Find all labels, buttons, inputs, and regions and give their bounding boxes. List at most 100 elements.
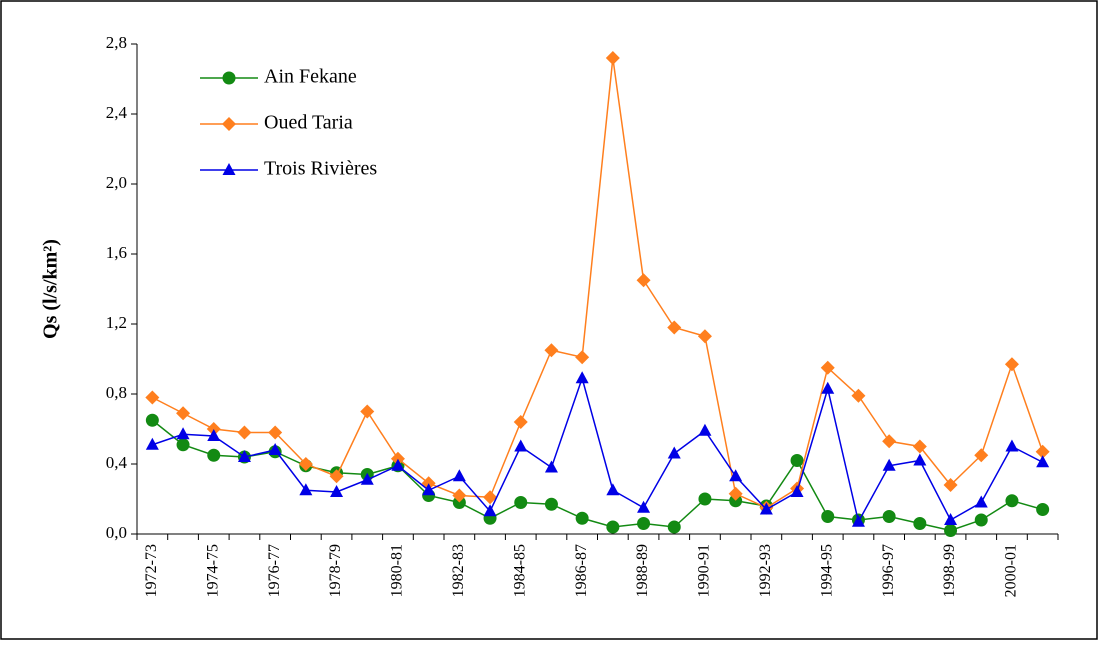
data-point	[698, 423, 712, 436]
x-tick-label: 1986-87	[573, 544, 590, 597]
y-tick-label: 0,4	[106, 453, 128, 472]
y-tick-label: 2,8	[106, 33, 127, 52]
data-point	[575, 371, 589, 384]
data-point	[330, 485, 344, 497]
x-tick-label: 2000-01	[1003, 544, 1020, 597]
data-point	[268, 443, 282, 455]
data-point	[974, 513, 988, 527]
x-tick-label: 1978-79	[327, 544, 344, 597]
data-point	[483, 504, 497, 517]
data-point	[176, 427, 190, 440]
data-point	[729, 469, 743, 482]
data-point	[913, 517, 927, 530]
data-point	[667, 520, 681, 534]
y-tick-label: 2,0	[106, 173, 127, 192]
data-point	[1035, 444, 1050, 459]
x-tick-label: 1974-75	[204, 544, 221, 597]
data-point	[882, 458, 896, 471]
x-tick-label: 1990-91	[696, 544, 713, 597]
data-point	[759, 502, 773, 515]
data-point	[299, 483, 313, 496]
y-tick-label: 0,0	[106, 523, 127, 542]
data-point	[943, 478, 958, 492]
data-point	[575, 350, 590, 365]
data-point	[544, 343, 559, 358]
data-point	[207, 448, 221, 462]
data-point	[452, 488, 467, 503]
data-point	[145, 413, 159, 427]
data-point	[974, 495, 988, 508]
legend-marker	[222, 163, 236, 175]
y-axis-label: Qs (l/s/km²)	[40, 239, 62, 339]
x-tick-label: 1972-73	[143, 544, 160, 597]
data-point	[728, 486, 743, 501]
x-tick-label: 1992-93	[757, 544, 774, 597]
x-tick-label: 1998-99	[941, 544, 958, 597]
data-point	[1036, 503, 1050, 516]
data-point	[606, 520, 620, 534]
data-point	[452, 469, 466, 482]
data-point	[851, 514, 865, 527]
x-tick-label: 1994-95	[818, 544, 835, 597]
data-point	[606, 483, 620, 496]
data-point	[882, 434, 897, 449]
data-point	[237, 450, 251, 462]
data-point	[1005, 494, 1019, 508]
data-point	[237, 425, 252, 440]
data-point	[1036, 455, 1050, 468]
data-point	[667, 446, 681, 459]
x-tick-label: 1996-97	[880, 544, 897, 597]
data-point	[820, 360, 835, 375]
legend-label: Oued Taria	[264, 112, 353, 134]
data-point	[514, 439, 528, 452]
data-point	[698, 492, 712, 506]
data-point	[329, 469, 344, 484]
data-point	[360, 472, 374, 485]
data-point	[667, 320, 682, 335]
data-point	[145, 390, 160, 405]
data-point	[912, 439, 927, 454]
data-point	[821, 381, 835, 394]
data-point	[207, 429, 221, 441]
y-tick-label: 1,6	[106, 243, 127, 262]
data-point	[513, 415, 528, 429]
x-tick-label: 1976-77	[266, 544, 283, 597]
data-point	[298, 457, 313, 471]
data-point	[637, 500, 651, 513]
data-point	[605, 51, 620, 65]
data-point	[790, 485, 804, 497]
data-point	[882, 510, 896, 523]
data-point	[544, 497, 558, 511]
data-point	[391, 458, 405, 471]
data-point	[1004, 357, 1019, 372]
x-tick-label: 1988-89	[634, 544, 651, 597]
data-point	[176, 438, 190, 452]
data-point	[145, 437, 159, 450]
data-point	[821, 510, 835, 523]
data-point	[575, 511, 589, 525]
legend-marker	[222, 71, 236, 85]
x-tick-label: 1980-81	[389, 544, 406, 597]
data-point	[514, 496, 528, 509]
data-point	[544, 460, 558, 473]
data-point	[851, 388, 866, 403]
data-point	[360, 404, 375, 419]
data-point	[176, 406, 191, 421]
data-point	[422, 483, 436, 496]
series-line	[152, 375, 1043, 524]
data-point	[1005, 439, 1019, 452]
data-point	[697, 329, 712, 344]
legend-label: Ain Fekane	[264, 66, 357, 88]
x-tick-label: 1984-85	[511, 544, 528, 597]
data-point	[636, 273, 651, 288]
data-point	[913, 453, 927, 466]
y-tick-label: 1,2	[106, 313, 127, 332]
data-point	[944, 524, 958, 537]
y-tick-label: 0,8	[106, 383, 127, 402]
data-point	[974, 448, 989, 463]
y-tick-label: 2,4	[106, 103, 128, 122]
x-tick-label: 1982-83	[450, 544, 467, 597]
data-point	[637, 517, 651, 530]
